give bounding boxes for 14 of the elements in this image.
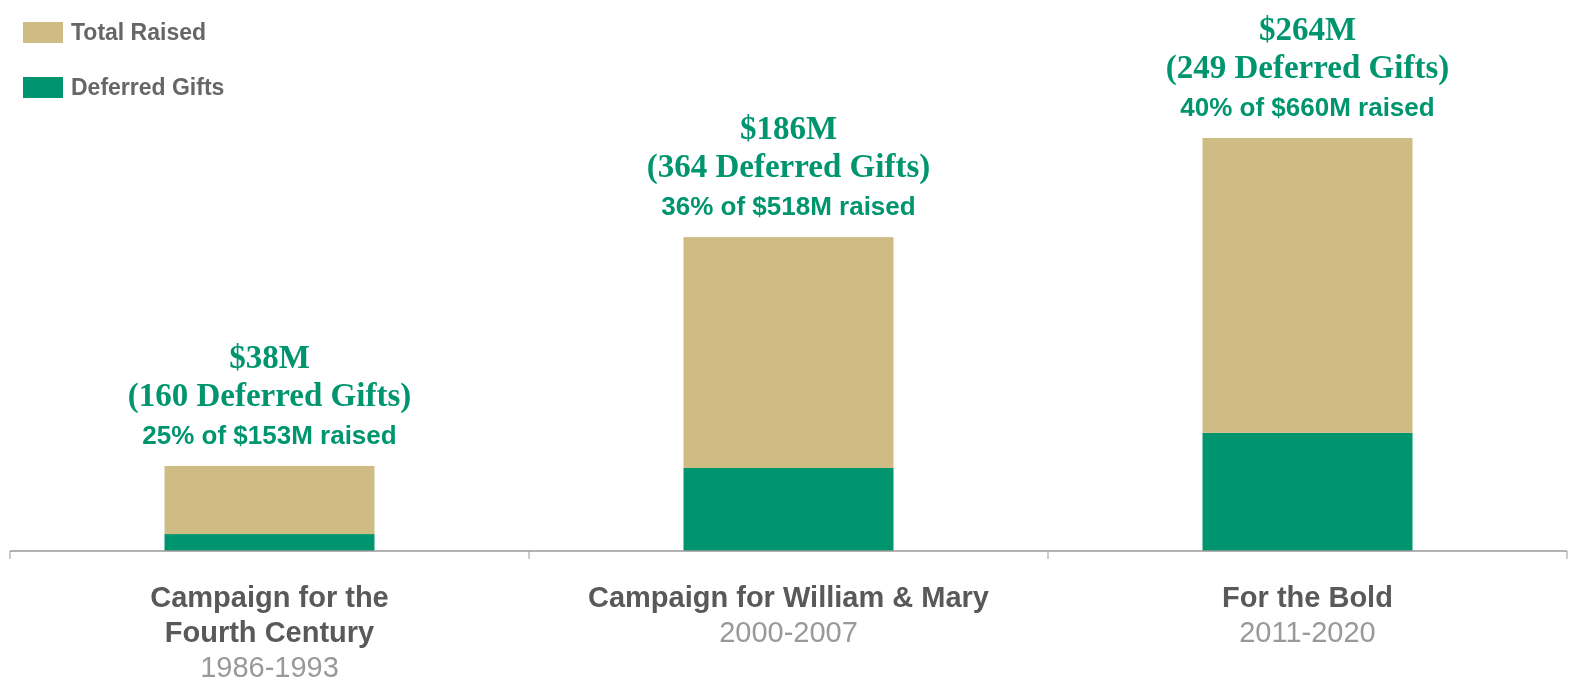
bar [683,237,894,468]
bar [164,534,375,551]
bar [1202,432,1413,551]
x-tick-label: Campaign for William & Mary 2000-2007 [588,581,989,648]
legend-label: Deferred Gifts [71,74,225,100]
legend-label: Total Raised [71,19,207,45]
x-tick-label: For the Bold 2011-2020 [1222,581,1393,648]
bar [164,465,375,535]
bar [683,467,894,551]
x-tick-label: Campaign for the Fourth Century 1986-1993 [150,581,389,683]
bar [1202,138,1413,433]
annotation: $264M (249 Deferred Gifts) 40% of $660M raised [1165,11,1450,122]
annotation: $38M (160 Deferred Gifts) 25% of $153M raised [127,338,412,450]
annotation: $186M (364 Deferred Gifts) 36% of $518M raised [646,110,931,222]
